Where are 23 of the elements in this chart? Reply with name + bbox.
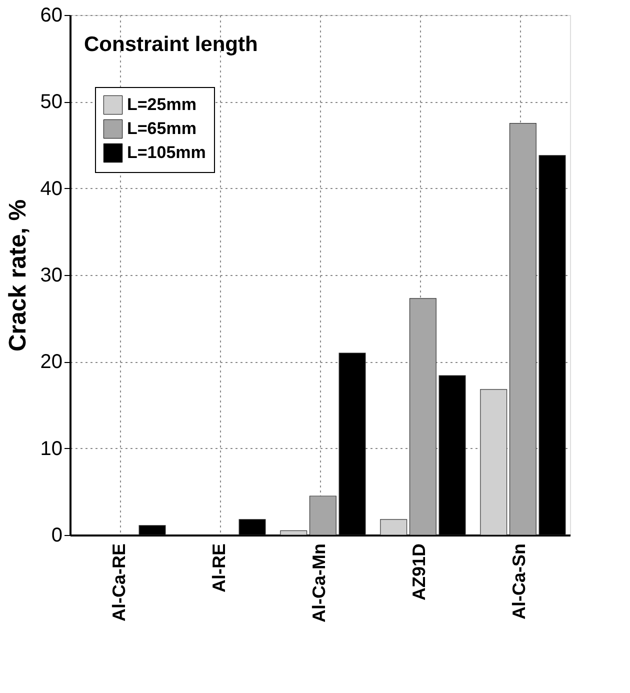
x-tick-label: Al-Ca-Sn — [509, 544, 529, 620]
y-tick-label: 10 — [40, 438, 62, 460]
bar — [280, 530, 308, 536]
legend-label: L=25mm — [127, 95, 196, 114]
x-tick-label: Al-Ca-Mn — [309, 544, 329, 622]
legend-label: L=65mm — [127, 119, 196, 138]
y-tick-label: 30 — [40, 264, 62, 286]
bar — [380, 519, 408, 536]
x-tick-label: AZ91D — [409, 544, 429, 601]
bar — [480, 389, 508, 536]
bar — [309, 496, 336, 536]
y-tick-label: 50 — [40, 91, 62, 114]
legend-label: L=105mm — [127, 143, 206, 162]
y-tick-label: 60 — [40, 4, 62, 26]
y-tick-label: 40 — [40, 178, 62, 200]
x-tick-label: Al-RE — [209, 544, 229, 592]
bar — [409, 298, 436, 536]
y-tick-label: 0 — [51, 524, 62, 546]
y-axis-title: Crack rate, % — [4, 199, 32, 352]
legend-title: Constraint length — [84, 33, 258, 56]
bar — [509, 123, 536, 536]
y-tick-label: 20 — [40, 351, 62, 374]
x-tick-label: Al-Ca-RE — [109, 544, 129, 622]
